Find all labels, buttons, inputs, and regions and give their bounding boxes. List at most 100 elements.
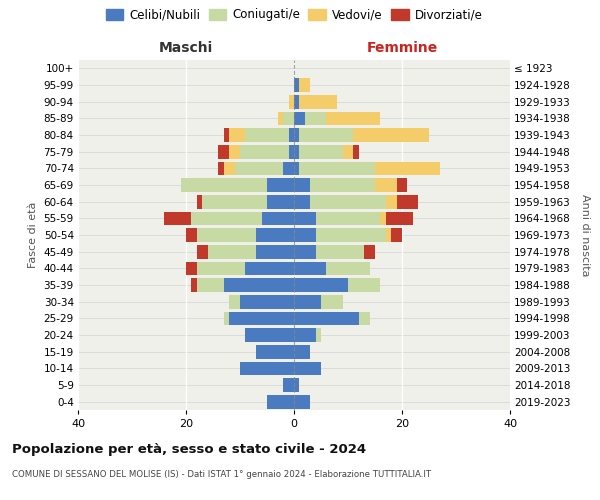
Y-axis label: Fasce di età: Fasce di età bbox=[28, 202, 38, 268]
Bar bbox=[391, 228, 402, 242]
Bar bbox=[294, 345, 310, 358]
Bar bbox=[299, 145, 343, 158]
Bar bbox=[294, 195, 310, 208]
Bar bbox=[305, 112, 326, 125]
Bar bbox=[197, 195, 202, 208]
Bar bbox=[364, 245, 375, 258]
Text: COMUNE DI SESSANO DEL MOLISE (IS) - Dati ISTAT 1° gennaio 2024 - Elaborazione TU: COMUNE DI SESSANO DEL MOLISE (IS) - Dati… bbox=[12, 470, 431, 479]
Bar bbox=[229, 128, 245, 142]
Bar bbox=[294, 328, 316, 342]
Bar bbox=[294, 212, 316, 225]
Text: Femmine: Femmine bbox=[367, 41, 437, 55]
Text: Popolazione per età, sesso e stato civile - 2024: Popolazione per età, sesso e stato civil… bbox=[12, 442, 366, 456]
Bar bbox=[386, 212, 413, 225]
Bar bbox=[197, 278, 224, 292]
Bar bbox=[229, 295, 240, 308]
Bar bbox=[294, 312, 359, 325]
Bar bbox=[375, 162, 440, 175]
Bar bbox=[316, 328, 321, 342]
Bar bbox=[294, 128, 299, 142]
Bar bbox=[245, 128, 289, 142]
Bar bbox=[310, 178, 375, 192]
Bar bbox=[299, 95, 337, 108]
Bar bbox=[294, 395, 310, 408]
Bar bbox=[353, 128, 429, 142]
Bar bbox=[326, 262, 370, 275]
Bar bbox=[294, 262, 326, 275]
Bar bbox=[262, 212, 294, 225]
Bar bbox=[267, 178, 294, 192]
Bar bbox=[256, 245, 294, 258]
Bar bbox=[294, 78, 299, 92]
Bar bbox=[321, 295, 343, 308]
Bar bbox=[240, 362, 294, 375]
Bar bbox=[256, 345, 294, 358]
Bar bbox=[283, 378, 294, 392]
Bar bbox=[294, 112, 305, 125]
Bar bbox=[294, 295, 321, 308]
Bar bbox=[294, 95, 299, 108]
Bar bbox=[316, 212, 380, 225]
Bar bbox=[294, 162, 299, 175]
Bar bbox=[191, 212, 262, 225]
Bar bbox=[283, 112, 294, 125]
Bar bbox=[186, 262, 197, 275]
Bar bbox=[186, 228, 197, 242]
Bar bbox=[397, 178, 407, 192]
Bar bbox=[235, 162, 283, 175]
Bar bbox=[267, 395, 294, 408]
Bar bbox=[294, 145, 299, 158]
Bar bbox=[294, 178, 310, 192]
Bar bbox=[294, 245, 316, 258]
Bar bbox=[224, 278, 294, 292]
Bar bbox=[359, 312, 370, 325]
Bar bbox=[310, 195, 386, 208]
Bar bbox=[289, 128, 294, 142]
Bar bbox=[229, 312, 294, 325]
Bar bbox=[245, 328, 294, 342]
Bar bbox=[181, 178, 267, 192]
Bar bbox=[299, 78, 310, 92]
Bar bbox=[218, 162, 224, 175]
Bar bbox=[283, 162, 294, 175]
Bar bbox=[397, 195, 418, 208]
Bar bbox=[375, 178, 397, 192]
Bar bbox=[299, 162, 375, 175]
Bar bbox=[229, 145, 240, 158]
Bar bbox=[348, 278, 380, 292]
Bar bbox=[380, 212, 386, 225]
Bar bbox=[197, 228, 256, 242]
Bar bbox=[386, 228, 391, 242]
Bar bbox=[294, 362, 321, 375]
Bar bbox=[386, 195, 397, 208]
Bar bbox=[278, 112, 283, 125]
Bar bbox=[224, 312, 229, 325]
Bar bbox=[299, 128, 353, 142]
Legend: Celibi/Nubili, Coniugati/e, Vedovi/e, Divorziati/e: Celibi/Nubili, Coniugati/e, Vedovi/e, Di… bbox=[101, 4, 487, 26]
Bar bbox=[343, 145, 353, 158]
Bar bbox=[202, 195, 267, 208]
Bar bbox=[191, 278, 197, 292]
Text: Maschi: Maschi bbox=[159, 41, 213, 55]
Bar bbox=[218, 145, 229, 158]
Bar bbox=[164, 212, 191, 225]
Bar bbox=[316, 245, 364, 258]
Bar bbox=[316, 228, 386, 242]
Y-axis label: Anni di nascita: Anni di nascita bbox=[580, 194, 590, 276]
Bar bbox=[256, 228, 294, 242]
Bar bbox=[245, 262, 294, 275]
Bar bbox=[267, 195, 294, 208]
Bar bbox=[289, 145, 294, 158]
Bar bbox=[224, 162, 235, 175]
Bar bbox=[294, 378, 299, 392]
Bar bbox=[208, 245, 256, 258]
Bar bbox=[294, 278, 348, 292]
Bar bbox=[240, 145, 289, 158]
Bar bbox=[224, 128, 229, 142]
Bar bbox=[240, 295, 294, 308]
Bar bbox=[289, 95, 294, 108]
Bar bbox=[326, 112, 380, 125]
Bar bbox=[294, 228, 316, 242]
Bar bbox=[197, 262, 245, 275]
Bar bbox=[197, 245, 208, 258]
